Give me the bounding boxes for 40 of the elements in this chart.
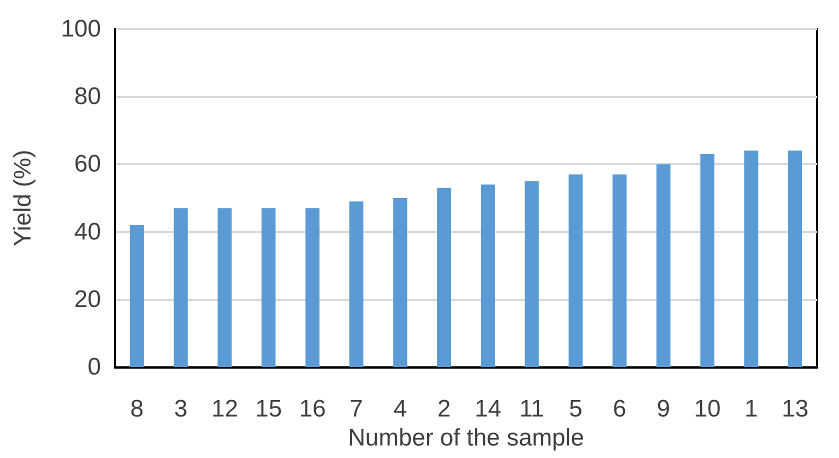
y-tick-label: 100 [60,16,101,42]
x-tick-label: 15 [255,396,282,422]
x-tick-label: 3 [174,396,188,422]
x-tick-label: 14 [474,396,502,422]
bar [174,208,188,367]
bar [744,150,758,367]
bar [130,225,144,367]
x-tick-label: 12 [211,396,238,422]
x-tick-label: 10 [694,396,721,422]
x-tick-label: 13 [782,396,808,422]
bar [568,174,583,367]
bar [524,181,539,367]
bar [305,208,320,367]
x-tick-label: 16 [299,396,326,422]
y-tick-label: 60 [74,150,101,178]
y-tick-label: 80 [74,83,101,110]
bar [700,154,714,367]
bar [480,184,495,367]
bar [262,208,276,367]
bar [393,198,408,367]
bar [437,188,452,367]
y-tick-label: 40 [74,218,101,246]
y-tick-label: 0 [88,354,101,380]
bar [349,201,364,367]
x-tick-label: 9 [656,396,670,422]
x-tick-label: 6 [612,396,626,422]
x-tick-label: 5 [569,396,582,422]
bar [612,174,627,367]
y-tick-label: 20 [74,286,101,313]
bar [218,208,232,367]
x-axis-title: Number of the sample [348,424,584,452]
x-tick-label: 8 [130,396,144,422]
x-tick-label: 11 [519,396,544,422]
x-tick-label: 7 [350,396,363,422]
x-tick-label: 4 [394,396,407,422]
bar [788,150,802,367]
x-tick-label: 2 [437,396,451,422]
bar [656,164,670,367]
x-tick-label: 1 [744,396,758,422]
y-axis-title: Yield (%) [10,150,36,246]
